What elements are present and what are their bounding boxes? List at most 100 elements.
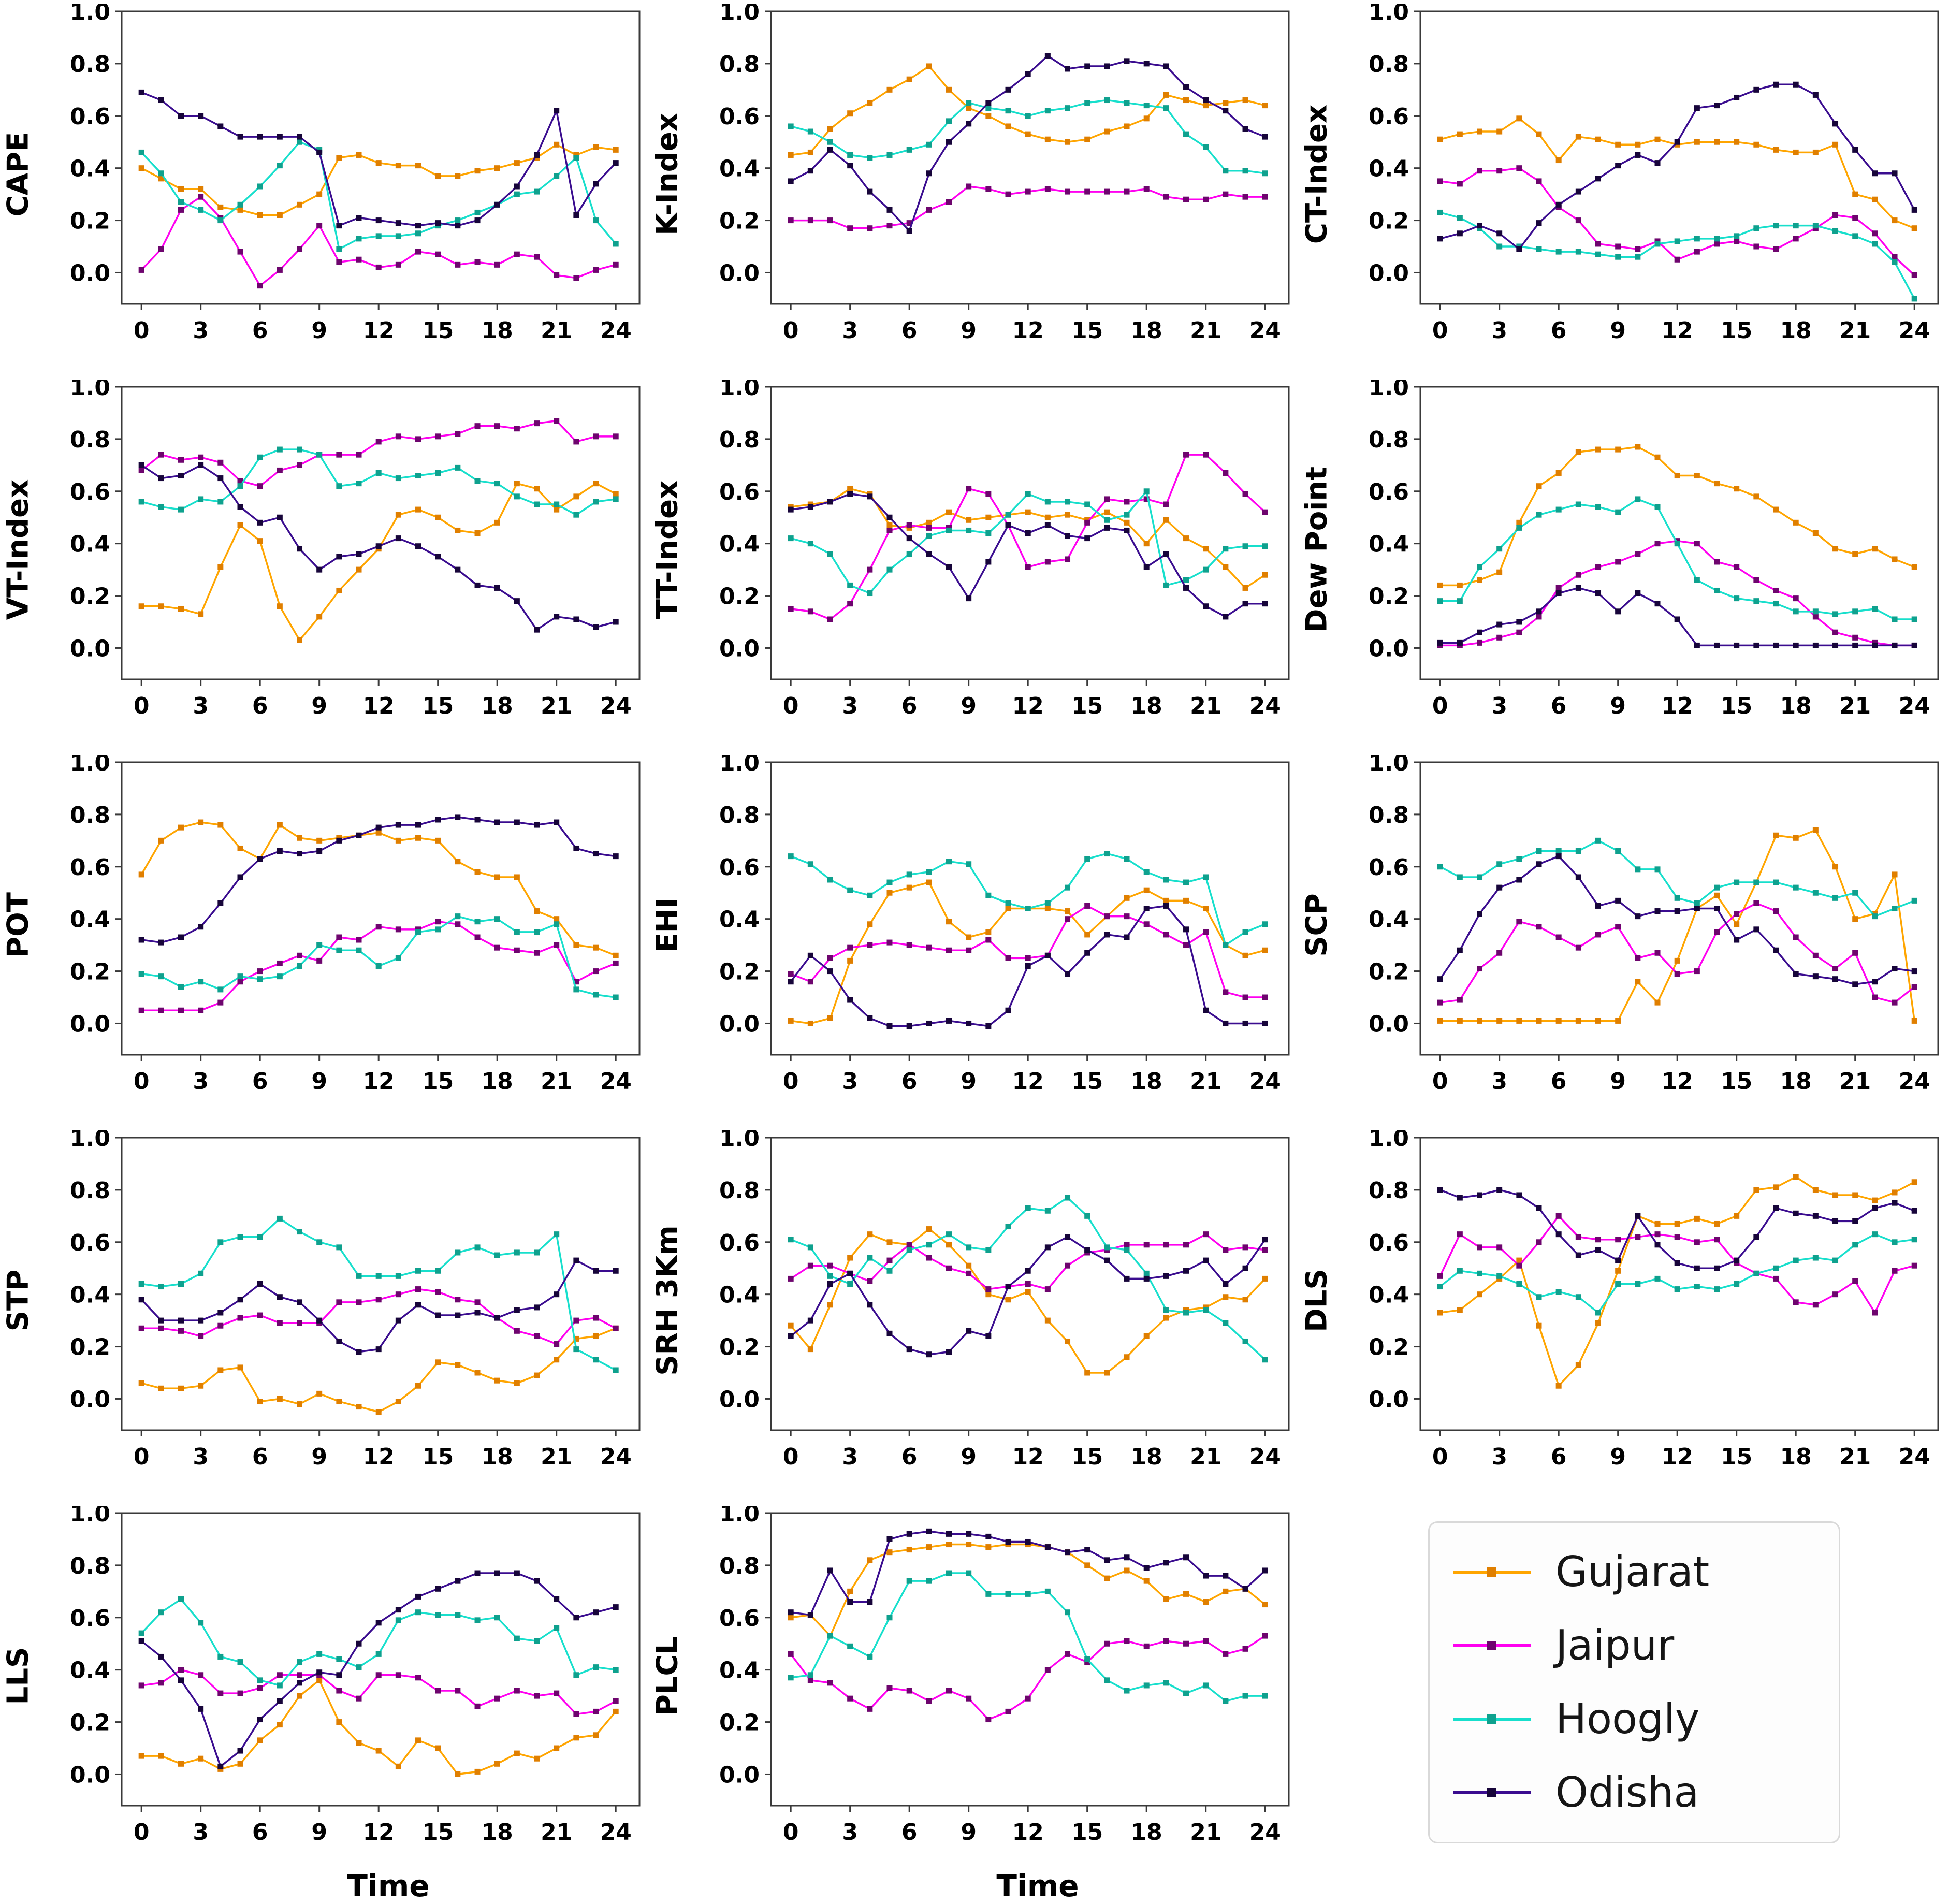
plot-dew-point: 0.0 0.2 0.4 0.6 0.8 1.0 0 3 6 9 12 15 18 21 24 (1369, 380, 1939, 719)
y-axis-label: LLS (1, 1647, 35, 1705)
svg-text:0.2: 0.2 (1369, 959, 1409, 985)
svg-text:12: 12 (1012, 1819, 1044, 1845)
svg-text:0.8: 0.8 (70, 51, 110, 78)
svg-text:0: 0 (783, 1819, 799, 1845)
svg-text:0.6: 0.6 (1369, 104, 1409, 130)
svg-text:0.6: 0.6 (719, 1605, 760, 1632)
svg-text:24: 24 (1249, 693, 1281, 719)
svg-text:12: 12 (1662, 317, 1693, 344)
svg-text:18: 18 (1780, 1444, 1812, 1470)
svg-text:18: 18 (482, 317, 513, 344)
svg-text:3: 3 (1491, 1068, 1507, 1095)
svg-text:15: 15 (422, 317, 454, 344)
svg-text:6: 6 (252, 1819, 268, 1845)
svg-text:0.4: 0.4 (1369, 156, 1409, 182)
svg-text:3: 3 (193, 317, 209, 344)
svg-text:3: 3 (193, 1444, 209, 1470)
svg-text:0: 0 (134, 1068, 150, 1095)
svg-text:0.2: 0.2 (719, 1334, 760, 1361)
subplot-cape: CAPE 0.0 0.2 0.4 0.6 0.8 1.0 0 3 6 9 12 15 18 21 24 (0, 4, 649, 380)
svg-text:24: 24 (1899, 693, 1930, 719)
y-axis-label: CT-Index (1300, 104, 1334, 244)
svg-text:12: 12 (1012, 693, 1044, 719)
y-axis-label: EHI (650, 897, 685, 953)
svg-text:0: 0 (1432, 1068, 1448, 1095)
svg-text:1.0: 1.0 (70, 4, 110, 25)
y-axis-label: VT-Index (1, 479, 35, 620)
svg-text:1.0: 1.0 (719, 1506, 760, 1527)
svg-text:0.6: 0.6 (70, 479, 110, 505)
svg-text:0.2: 0.2 (70, 584, 110, 610)
svg-text:15: 15 (422, 1068, 454, 1095)
svg-text:9: 9 (961, 1819, 977, 1845)
legend-line-swatch (1453, 1714, 1531, 1724)
svg-text:0.2: 0.2 (1369, 208, 1409, 235)
svg-text:12: 12 (1662, 1068, 1693, 1095)
legend-item-odisha: Odisha (1453, 1772, 1815, 1813)
svg-text:1.0: 1.0 (719, 380, 760, 401)
x-axis-label: Time (996, 1868, 1079, 1903)
svg-text:18: 18 (1780, 693, 1812, 719)
svg-text:0: 0 (1432, 317, 1448, 344)
svg-text:0.0: 0.0 (1369, 260, 1409, 286)
legend-marker-icon (1487, 1788, 1496, 1797)
svg-text:18: 18 (482, 1444, 513, 1470)
svg-text:0.0: 0.0 (719, 1762, 760, 1788)
svg-text:9: 9 (961, 693, 977, 719)
svg-text:3: 3 (193, 693, 209, 719)
legend: Gujarat Jaipur Hoogly Odisha (1428, 1521, 1840, 1843)
y-axis-label: PLCL (650, 1636, 685, 1716)
svg-text:24: 24 (1249, 1068, 1281, 1095)
svg-text:3: 3 (842, 317, 858, 344)
svg-text:18: 18 (482, 1819, 513, 1845)
svg-text:0.0: 0.0 (1369, 1011, 1409, 1037)
subplot-k-index: K-Index 0.0 0.2 0.4 0.6 0.8 1.0 0 3 6 9 12 15 18 21 24 (649, 4, 1299, 380)
svg-text:18: 18 (1131, 317, 1162, 344)
plot-cape: 0.0 0.2 0.4 0.6 0.8 1.0 0 3 6 9 12 15 18 21 24 (70, 4, 641, 344)
svg-text:3: 3 (1491, 317, 1507, 344)
svg-text:15: 15 (422, 1819, 454, 1845)
svg-text:24: 24 (1899, 317, 1930, 344)
svg-text:6: 6 (252, 693, 268, 719)
svg-text:0: 0 (783, 1444, 799, 1470)
svg-text:1.0: 1.0 (70, 1506, 110, 1527)
svg-text:12: 12 (1012, 1068, 1044, 1095)
svg-text:0.6: 0.6 (70, 1230, 110, 1256)
svg-text:21: 21 (541, 1444, 572, 1470)
svg-text:21: 21 (1190, 1819, 1221, 1845)
svg-text:6: 6 (1551, 317, 1567, 344)
svg-text:0.0: 0.0 (719, 1011, 760, 1037)
svg-text:0: 0 (134, 1819, 150, 1845)
svg-text:0.2: 0.2 (70, 959, 110, 985)
y-axis-label: STP (1, 1269, 35, 1332)
svg-text:0: 0 (783, 317, 799, 344)
svg-text:0.8: 0.8 (719, 51, 760, 78)
svg-text:12: 12 (1662, 1444, 1693, 1470)
svg-text:21: 21 (1839, 1444, 1871, 1470)
legend-label: Hoogly (1555, 1695, 1700, 1743)
subplot-ct-index: CT-Index 0.0 0.2 0.4 0.6 0.8 1.0 0 3 6 9 12 15 18 21 2… (1299, 4, 1948, 380)
svg-text:0.4: 0.4 (70, 156, 110, 182)
svg-text:0.2: 0.2 (719, 584, 760, 610)
svg-text:21: 21 (541, 1819, 572, 1845)
svg-text:0: 0 (134, 1444, 150, 1470)
subplot-plcl: PLCL 0.0 0.2 0.4 0.6 0.8 1.0 0 3 6 9 12 15 18 21 24 Ti… (649, 1506, 1299, 1903)
svg-text:18: 18 (1131, 1444, 1162, 1470)
y-axis-label: TT-Index (650, 480, 685, 619)
svg-text:6: 6 (901, 1444, 918, 1470)
svg-text:6: 6 (1551, 1444, 1567, 1470)
svg-text:0.8: 0.8 (70, 1178, 110, 1204)
legend-label: Jaipur (1555, 1621, 1675, 1669)
svg-text:0.2: 0.2 (719, 1710, 760, 1736)
svg-text:0.6: 0.6 (1369, 1230, 1409, 1256)
y-axis-label: DLS (1300, 1269, 1334, 1332)
svg-text:0: 0 (134, 693, 150, 719)
svg-text:18: 18 (1780, 317, 1812, 344)
svg-text:3: 3 (193, 1068, 209, 1095)
svg-text:21: 21 (1839, 1068, 1871, 1095)
svg-text:15: 15 (1071, 693, 1103, 719)
svg-text:6: 6 (901, 1068, 918, 1095)
legend-marker-icon (1487, 1567, 1496, 1577)
plot-vt-index: 0.0 0.2 0.4 0.6 0.8 1.0 0 3 6 9 12 15 18 21 24 (70, 380, 641, 719)
